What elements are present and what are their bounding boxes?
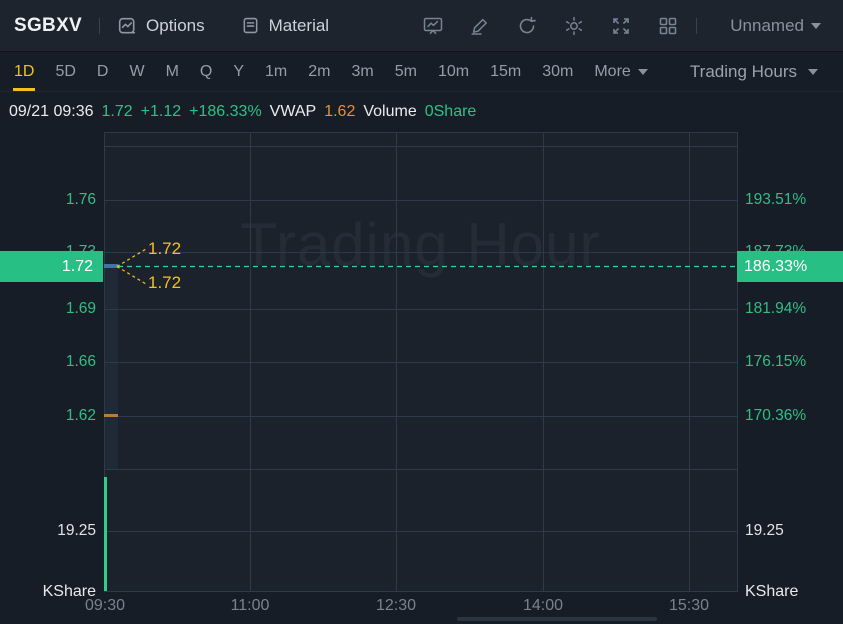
grid-line (104, 362, 738, 363)
plot-right-border (737, 132, 738, 591)
chevron-down-icon (808, 68, 818, 75)
grid-line (104, 146, 738, 147)
price-axis-label: 1.76 (65, 191, 96, 208)
top-bar: SGBXV Options Material (0, 0, 843, 52)
grid-line (396, 132, 397, 591)
low-price-annotation: 1.72 (148, 273, 182, 292)
symbol-title: SGBXV (14, 14, 83, 36)
x-axis-tick: 14:00 (522, 597, 564, 614)
percent-axis-label: 181.94% (745, 300, 807, 317)
quote-info-bar: 09/21 09:36 1.72 +1.12 +186.33% VWAP 1.6… (0, 92, 843, 132)
tab-30m[interactable]: 30m (542, 52, 573, 91)
grid-line (104, 132, 738, 133)
options-chart-box-icon (117, 16, 137, 36)
vwap-value: 1.62 (324, 103, 356, 120)
tab-1m[interactable]: 1m (265, 52, 287, 91)
tab-day[interactable]: D (97, 52, 109, 91)
chart-lines-overlay (116, 248, 737, 285)
top-bar-tools: Unnamed (397, 15, 821, 37)
price-axis-label: 1.62 (65, 407, 96, 424)
tab-month[interactable]: M (166, 52, 179, 91)
price-axis-label: 1.69 (65, 300, 96, 317)
x-axis-tick: 09:30 (84, 597, 126, 614)
x-axis-tick: 11:00 (230, 597, 270, 614)
tab-5m[interactable]: 5m (395, 52, 417, 91)
current-time-column-highlight (104, 266, 118, 469)
price-open-tick (104, 264, 118, 268)
grid-line (689, 132, 690, 591)
volume-value: 0Share (424, 103, 477, 120)
edit-icon[interactable] (469, 15, 491, 37)
material-button[interactable]: Material (241, 16, 329, 36)
quote-datetime: 09/21 09:36 (9, 103, 94, 120)
last-price-badge: 1.72 (0, 251, 103, 282)
pane-separator-line (104, 469, 738, 470)
grid-line (104, 416, 738, 417)
account-label: Unnamed (730, 15, 804, 35)
more-label: More (594, 62, 631, 80)
volume-axis-label-left: 19.25 (57, 522, 96, 539)
volume-unit-right: KShare (745, 583, 799, 600)
tab-week[interactable]: W (129, 52, 144, 91)
volume-label: Volume (363, 103, 417, 120)
material-document-icon (241, 16, 260, 35)
tab-1d[interactable]: 1D (12, 52, 36, 91)
x-axis-line (104, 591, 738, 592)
high-annotation-connector (116, 248, 147, 268)
tab-10m[interactable]: 10m (438, 52, 469, 91)
layout-grid-icon[interactable] (657, 15, 679, 37)
tab-2m[interactable]: 2m (308, 52, 330, 91)
price-chart[interactable]: Trading Hour 1.76 1.73 1.69 1.66 1.62 19… (0, 132, 843, 623)
grid-line (250, 132, 251, 591)
divider (99, 17, 101, 34)
high-price-annotation: 1.72 (148, 239, 182, 258)
price-change-percent: +186.33% (189, 103, 262, 120)
volume-unit-left: KShare (42, 583, 96, 600)
trading-hours-label: Trading Hours (689, 61, 797, 81)
plot-left-border (104, 132, 105, 591)
chevron-down-icon (811, 22, 821, 29)
percent-axis-label: 193.51% (745, 191, 807, 208)
horizontal-scrollbar-thumb[interactable] (457, 617, 657, 621)
trading-hours-selector[interactable]: Trading Hours (690, 62, 818, 82)
options-label: Options (146, 15, 205, 35)
settings-gear-icon[interactable] (563, 15, 585, 37)
vwap-label: VWAP (269, 103, 317, 120)
tab-5d[interactable]: 5D (55, 52, 75, 91)
volume-axis-label-right: 19.25 (745, 522, 784, 539)
grid-line (104, 309, 738, 310)
percent-axis-label: 170.36% (745, 407, 807, 424)
refresh-icon[interactable] (516, 15, 538, 37)
fullscreen-icon[interactable] (610, 15, 632, 37)
x-axis-tick: 12:30 (375, 597, 417, 614)
options-button[interactable]: Options (117, 16, 205, 36)
tab-15m[interactable]: 15m (490, 52, 521, 91)
chart-monitor-icon[interactable] (422, 15, 444, 37)
grid-line (104, 200, 738, 201)
divider (696, 17, 698, 34)
volume-bar (104, 477, 107, 591)
more-dropdown[interactable]: More (594, 62, 648, 81)
last-price: 1.72 (101, 103, 133, 120)
account-selector[interactable]: Unnamed (730, 16, 821, 36)
timeframe-bar: 1D 5D D W M Q Y 1m 2m 3m 5m 10m 15m 30m … (0, 52, 843, 92)
last-percent-badge: 186.33% (737, 251, 843, 282)
material-label: Material (268, 15, 330, 35)
vwap-tick (104, 414, 118, 417)
low-annotation-connector (116, 265, 147, 285)
grid-line (104, 531, 738, 532)
percent-axis-label: 176.15% (745, 353, 807, 370)
x-axis-tick: 15:30 (668, 597, 710, 614)
tab-year[interactable]: Y (233, 52, 244, 91)
tab-quarter[interactable]: Q (200, 52, 212, 91)
chevron-down-icon (637, 68, 648, 75)
grid-line (104, 252, 738, 253)
tab-3m[interactable]: 3m (352, 52, 374, 91)
plot-background (104, 132, 737, 591)
price-change: +1.12 (140, 103, 182, 120)
grid-line (543, 132, 544, 591)
price-axis-label: 1.66 (65, 353, 96, 370)
